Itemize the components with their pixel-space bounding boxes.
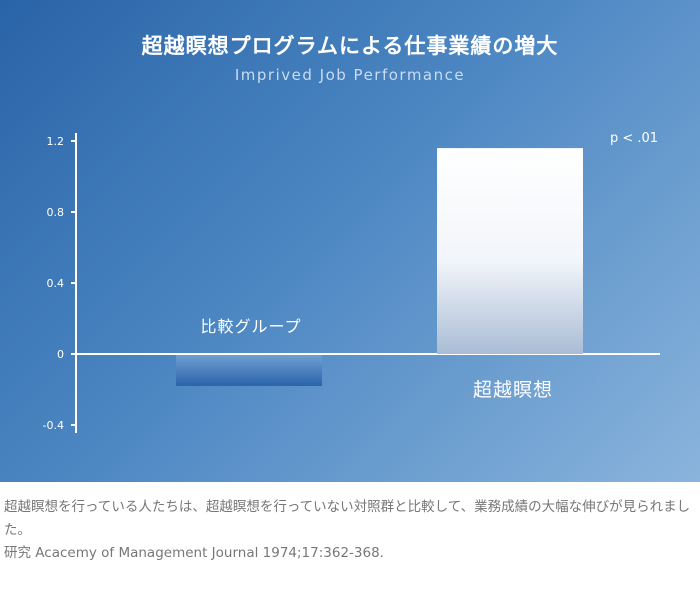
bar-comparison xyxy=(176,355,322,386)
y-tick-label: 1.2 xyxy=(47,135,65,148)
chart-title: 超越瞑想プログラムによる仕事業績の増大 xyxy=(141,34,559,58)
significance-annotation: p < .01 xyxy=(610,131,658,146)
chart-panel: 超越瞑想プログラムによる仕事業績の増大 Imprived Job Perform… xyxy=(0,0,700,482)
category-label: 超越瞑想 xyxy=(473,379,553,401)
chart-subtitle: Imprived Job Performance xyxy=(234,66,466,84)
y-tick-label: 0.8 xyxy=(47,206,65,219)
y-tick-label: 0 xyxy=(57,348,64,361)
y-tick-label: 0.4 xyxy=(47,277,65,290)
caption-text: 超越瞑想を行っている人たちは、超越瞑想を行っていない対照群と比較して、業務成績の… xyxy=(4,499,691,538)
bar-tm xyxy=(437,148,583,354)
caption: 超越瞑想を行っている人たちは、超越瞑想を行っていない対照群と比較して、業務成績の… xyxy=(4,496,696,565)
category-label: 比較グループ xyxy=(200,317,301,336)
caption-citation: 研究 Acacemy of Management Journal 1974;17… xyxy=(4,545,384,561)
y-tick-label: -0.4 xyxy=(43,419,64,432)
